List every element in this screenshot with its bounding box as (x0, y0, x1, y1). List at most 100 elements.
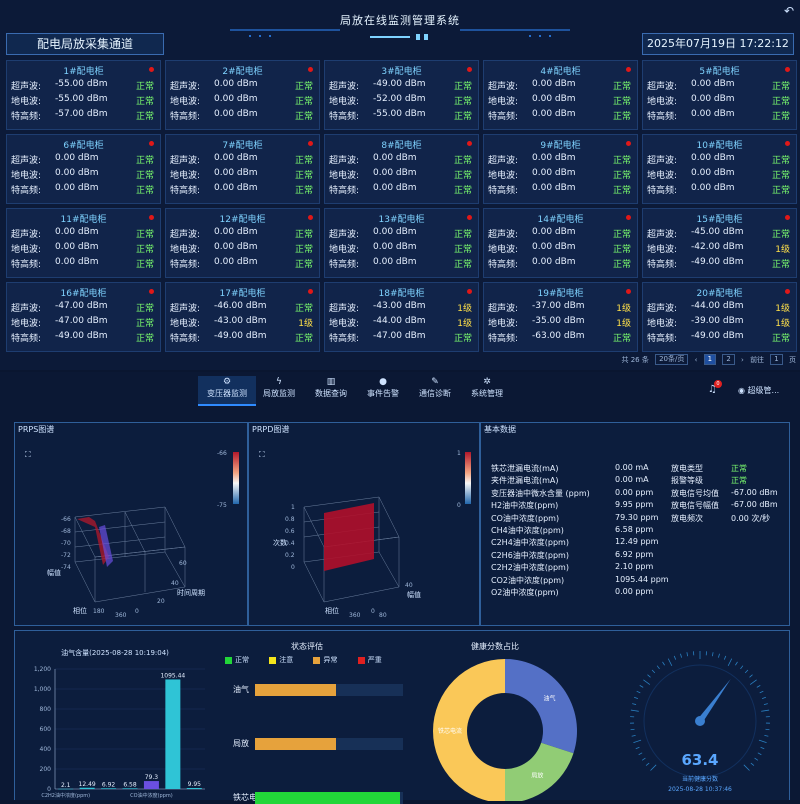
reading-status: 正常 (136, 316, 154, 329)
phase-axis-label: 相位 (73, 606, 87, 615)
reading-value: 0.00 dBm (214, 79, 258, 89)
reading-status: 正常 (136, 109, 154, 122)
reading-value: 0.00 dBm (691, 94, 735, 104)
gauge-tick (765, 729, 769, 730)
reading-status: 正常 (136, 168, 154, 181)
reading-status: 正常 (136, 227, 154, 240)
status-bar-fill (255, 684, 336, 696)
legend-abnormal-swatch (313, 657, 320, 664)
page-button[interactable]: 2 (722, 354, 734, 365)
prpd-chart: ⛶ 1 0 1 0.8 0.6 0.4 0.2 0 次数 幅值 (249, 437, 481, 627)
reading-label: 超声波: (647, 153, 677, 166)
nav-transformer[interactable]: ⚙变压器监测 (198, 376, 256, 406)
reading-label: 地电波: (11, 242, 41, 255)
nav-comm[interactable]: ✎通信诊断 (406, 376, 464, 399)
bar-chart-title: 油气含量(2025-08-28 10:19:04) (61, 648, 169, 657)
reading-value: 0.00 dBm (55, 242, 99, 252)
gauge-tick (674, 656, 675, 660)
reading-status: 正常 (295, 242, 313, 255)
basic-value: 9.95 ppm (615, 500, 653, 509)
back-icon[interactable]: ↶ (784, 4, 794, 18)
x-tick-label: C2H2油中浓度(ppm) (41, 792, 90, 799)
reading-label: 特高频: (170, 331, 200, 344)
cabinet-name: 11#配电柜 (7, 212, 160, 225)
user-icon: ◉ (738, 386, 745, 395)
gauge-tick (751, 763, 754, 766)
user-menu[interactable]: ◉ 超级管... (738, 385, 779, 396)
basic-key: CH4油中浓度(ppm) (491, 525, 564, 536)
datetime-display: 2025年07月19日 17:22:12 (642, 33, 794, 55)
y-tick-label: 400 (40, 746, 52, 753)
next-page-icon[interactable]: › (741, 356, 744, 364)
reading-label: 超声波: (170, 153, 200, 166)
reading-label: 地电波: (488, 168, 518, 181)
reading-value: 0.00 dBm (532, 79, 576, 89)
y-tick: 1 (291, 504, 295, 511)
reading-status: 正常 (295, 168, 313, 181)
legend-severe-swatch (358, 657, 365, 664)
gauge-tick (632, 704, 636, 705)
nav-system[interactable]: ✲系统管理 (458, 376, 516, 399)
basic-key: C2H4油中浓度(ppm) (491, 537, 569, 548)
nav-alarm[interactable]: ●事件告警 (354, 376, 412, 399)
y-tick: -74 (61, 564, 71, 571)
status-dot (626, 67, 631, 72)
page-button[interactable]: 1 (704, 354, 716, 365)
reading-label: 超声波: (647, 227, 677, 240)
gauge-label: 当前健康分数 (682, 775, 718, 783)
prps-chart: ⛶ -66 -75 -66 -68 -7 (15, 437, 249, 627)
reading-status: 正常 (136, 331, 154, 344)
reading-value: 0.00 dBm (55, 227, 99, 237)
reading-status: 正常 (136, 257, 154, 270)
prev-page-icon[interactable]: ‹ (695, 356, 698, 364)
nav-query[interactable]: ▥数据查询 (302, 376, 360, 399)
reading-status: 正常 (295, 183, 313, 196)
reading-status: 1级 (457, 316, 472, 329)
goto-page-input[interactable]: 1 (770, 354, 782, 365)
page-size-select[interactable]: 20条/页 (655, 354, 688, 365)
status-bar-track (255, 684, 403, 696)
reading-status: 正常 (454, 94, 472, 107)
reading-status: 正常 (613, 227, 631, 240)
reading-label: 超声波: (488, 79, 518, 92)
side-key: 放电频次 (671, 513, 703, 524)
basic-value: 79.30 ppm (615, 513, 658, 522)
reading-value: 0.00 dBm (373, 168, 417, 178)
reading-label: 超声波: (329, 153, 359, 166)
chart-icon: ▥ (302, 376, 360, 388)
gauge-tick (760, 691, 764, 693)
reading-label: 地电波: (329, 168, 359, 181)
reading-label: 地电波: (170, 168, 200, 181)
reading-label: 特高频: (11, 331, 41, 344)
reading-status: 正常 (454, 168, 472, 181)
